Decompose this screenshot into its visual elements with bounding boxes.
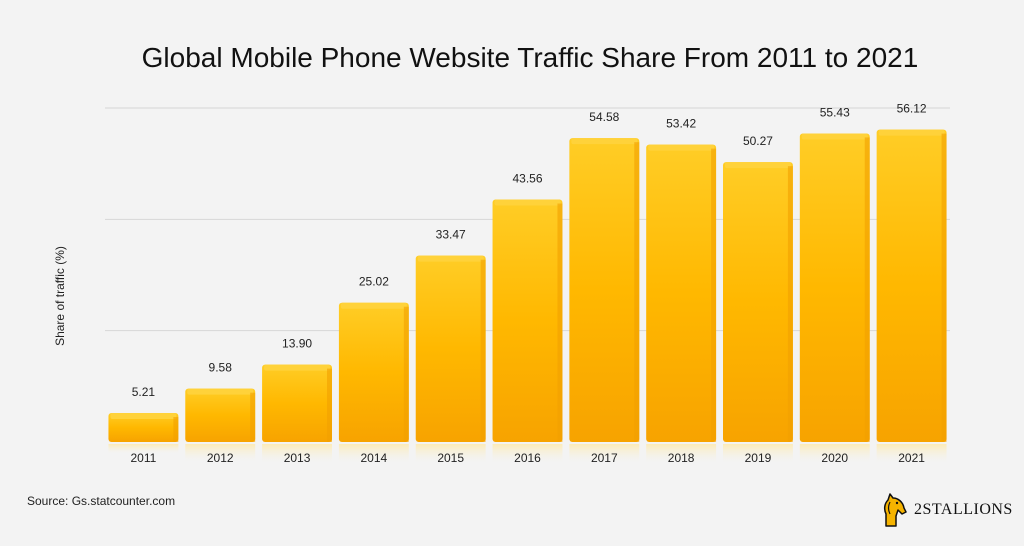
bar-edge-shade: [864, 137, 870, 442]
bar-2013: [262, 364, 332, 442]
bar-2020: [799, 133, 870, 442]
bar-edge-shade: [250, 392, 256, 442]
bar-edge-shade: [941, 133, 947, 442]
bar-reflection: [492, 444, 563, 464]
x-tick-label: 2021: [898, 451, 925, 465]
value-label: 56.12: [897, 102, 927, 116]
value-label: 53.42: [666, 117, 696, 131]
bar-top-highlight: [417, 255, 484, 262]
bar-edge-shade: [480, 259, 486, 442]
brand-name: 2STALLIONS: [914, 501, 1013, 518]
bar-reflection: [876, 444, 947, 464]
bar-2017: [569, 138, 640, 442]
bar-2018: [646, 144, 717, 442]
bar-reflection: [108, 444, 179, 455]
bar-2019: [723, 162, 793, 442]
bar-top-highlight: [571, 138, 638, 145]
bar-edge-shade: [173, 416, 179, 442]
bar-reflection: [799, 444, 870, 464]
horse-icon: [883, 493, 907, 527]
value-label: 50.27: [743, 134, 773, 148]
x-tick-label: 2016: [514, 451, 541, 465]
bar-edge-shade: [326, 368, 332, 442]
value-label: 33.47: [436, 228, 466, 242]
bar-top-highlight: [801, 133, 868, 140]
value-label: 5.21: [132, 385, 156, 399]
value-labels: 5.21 9.58 13.90 25.02 33.47 43.56 54.58 53.42 50…: [132, 102, 927, 399]
brand-logo: 2STALLIONS: [880, 492, 1013, 528]
bar-top-highlight: [110, 412, 177, 419]
bars: [108, 129, 947, 464]
value-label: 13.90: [282, 337, 312, 351]
x-tick-label: 2017: [591, 451, 618, 465]
x-tick-labels: 2011 2012 2013 2014 2015 2016 2017 2018 2019 2020…: [131, 451, 926, 465]
bar-edge-shade: [787, 166, 793, 442]
chart-title: Global Mobile Phone Website Traffic Shar…: [141, 42, 919, 73]
value-label: 43.56: [512, 172, 542, 186]
bar-2015: [415, 255, 486, 442]
bar-edge-shade: [711, 148, 717, 442]
bar-top-highlight: [494, 199, 561, 206]
x-tick-label: 2018: [668, 451, 695, 465]
bar-top-highlight: [725, 162, 791, 169]
bar-2012: [185, 388, 256, 442]
x-tick-label: 2012: [207, 451, 234, 465]
bar-top-highlight: [340, 302, 407, 309]
value-label: 9.58: [209, 361, 233, 375]
bar-reflection: [338, 444, 409, 464]
bar-reflection: [262, 444, 332, 464]
bar-edge-shade: [403, 306, 409, 442]
bar-reflection: [646, 444, 717, 464]
bar-reflection: [185, 444, 256, 463]
bar-edge-shade: [557, 203, 563, 442]
bar-2021: [876, 129, 947, 442]
x-tick-label: 2020: [821, 451, 848, 465]
bar-top-highlight: [648, 144, 715, 151]
bar-reflection: [415, 444, 486, 464]
source-note: Source: Gs.statcounter.com: [27, 494, 176, 508]
bar-top-highlight: [878, 129, 945, 136]
bar-top-highlight: [187, 388, 254, 395]
bar-2016: [492, 199, 563, 442]
x-tick-label: 2014: [361, 451, 388, 465]
bar-reflection: [569, 444, 640, 464]
x-tick-label: 2013: [284, 451, 311, 465]
bar-top-highlight: [264, 364, 330, 371]
x-tick-label: 2015: [437, 451, 464, 465]
value-label: 55.43: [820, 105, 850, 119]
bar-2011: [108, 412, 179, 442]
value-label: 25.02: [359, 275, 389, 289]
x-tick-label: 2019: [745, 451, 772, 465]
bar-2014: [338, 302, 409, 442]
x-tick-label: 2011: [131, 451, 157, 465]
value-label: 54.58: [589, 110, 619, 124]
bar-reflection: [723, 444, 793, 464]
bar-edge-shade: [634, 142, 640, 442]
